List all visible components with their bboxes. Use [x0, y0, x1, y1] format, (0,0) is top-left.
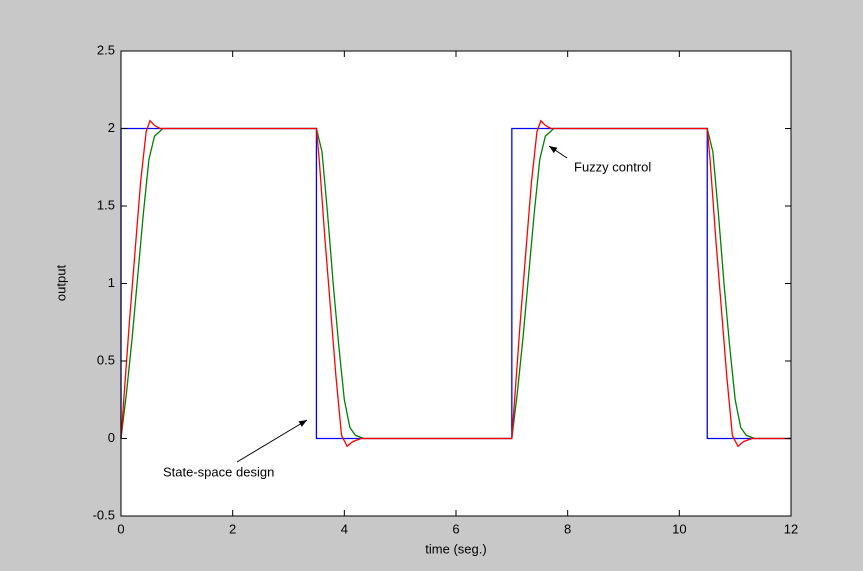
y-tick-label: 2: [108, 120, 115, 135]
y-tick-label: 0.5: [97, 352, 115, 367]
annotation: Fuzzy control: [574, 159, 651, 174]
annotation: State-space design: [163, 464, 274, 479]
x-tick-label: 4: [341, 521, 348, 536]
x-tick-label: 12: [784, 521, 798, 536]
x-tick-label: 6: [452, 521, 459, 536]
x-tick-label: 0: [117, 521, 124, 536]
y-tick-label: 2.5: [97, 42, 115, 57]
plot-layer: [120, 119, 791, 448]
x-tick-label: 2: [229, 521, 236, 536]
y-tick-label: 1.5: [97, 197, 115, 212]
y-tick-label: 0: [108, 430, 115, 445]
x-tick-label: 10: [672, 521, 686, 536]
plot-area: [121, 51, 791, 516]
y-axis-label: output: [53, 265, 68, 302]
annotation-arrow: [548, 145, 568, 159]
y-tick-label: -0.5: [93, 507, 115, 522]
x-axis-label: time (seg.): [425, 541, 486, 556]
annotation-arrow: [236, 419, 308, 463]
y-tick-label: 1: [108, 275, 115, 290]
x-tick-label: 8: [564, 521, 571, 536]
series-line: [120, 119, 791, 448]
